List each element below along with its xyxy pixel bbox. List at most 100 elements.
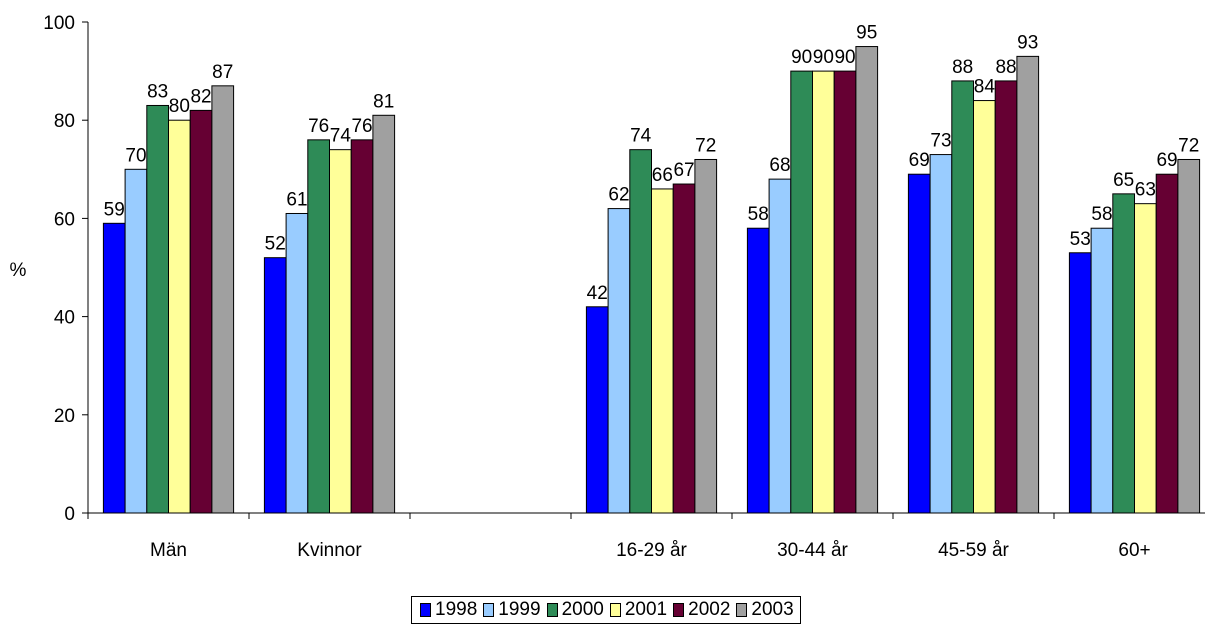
data-label: 70 (125, 145, 146, 166)
bar (694, 158, 718, 514)
data-label: 69 (909, 150, 930, 171)
bar (329, 149, 352, 514)
bar (855, 46, 879, 514)
data-label: 72 (695, 135, 716, 156)
bar (994, 80, 1018, 514)
y-tick-label: 40 (54, 308, 75, 329)
bar-chart: 0 20 40 60 80 100 Män Kvinnor 16-29 år 30-44 år 45… (10, 13, 1205, 561)
x-tick-label: 60+ (1118, 540, 1150, 561)
y-tick-label: 60 (54, 209, 75, 230)
data-label: 58 (748, 204, 769, 225)
data-label: 74 (630, 126, 652, 147)
legend-label: 2003 (751, 599, 794, 620)
bar (372, 114, 396, 514)
data-label: 66 (652, 165, 673, 186)
bar (833, 70, 857, 514)
legend-swatch (673, 603, 685, 617)
data-label: 82 (190, 86, 211, 107)
data-label: 59 (104, 199, 125, 220)
data-label: 63 (1135, 180, 1156, 201)
legend-swatch (736, 603, 748, 617)
bar (768, 178, 792, 514)
axes: 0 20 40 60 80 100 Män Kvinnor 16-29 år 30-44 år 45… (43, 13, 1205, 561)
x-tick-label: 45-59 år (938, 540, 1009, 561)
data-label: 81 (373, 91, 394, 112)
bar (746, 227, 770, 514)
legend-label: 2001 (624, 599, 668, 620)
data-label: 84 (974, 77, 996, 98)
x-tick-label: Män (150, 540, 187, 561)
y-tick-label: 100 (43, 13, 75, 34)
x-tick-label: Kvinnor (297, 540, 362, 561)
bar (973, 100, 996, 514)
bar (124, 168, 148, 514)
bar (812, 70, 835, 514)
bar (1155, 173, 1179, 514)
legend-item: 2001 (609, 599, 668, 621)
data-label: 65 (1113, 170, 1134, 191)
bar (651, 188, 674, 514)
data-label: 53 (1070, 229, 1091, 250)
y-tick-label: 20 (54, 406, 75, 427)
bar (189, 109, 213, 514)
y-tick-label: 80 (54, 111, 75, 132)
data-label: 93 (1017, 32, 1038, 53)
data-label: 52 (265, 234, 286, 255)
data-label: 68 (769, 155, 790, 176)
bar (263, 257, 287, 514)
bar (102, 222, 126, 514)
legend-label: 2002 (688, 599, 731, 620)
data-label: 72 (1178, 135, 1199, 156)
data-label: 76 (351, 116, 372, 137)
data-label: 61 (286, 189, 307, 210)
legend-item: 2002 (673, 599, 730, 621)
y-axis-title: % (10, 260, 27, 281)
data-label: 74 (330, 126, 352, 147)
bar (211, 85, 235, 514)
legend-label: 2000 (561, 599, 604, 620)
legend-label: 1999 (498, 599, 541, 620)
legend-item: 2003 (736, 599, 794, 621)
x-tick-label: 30-44 år (777, 540, 848, 561)
bar (1090, 227, 1114, 514)
bar (168, 119, 191, 514)
data-label: 90 (791, 47, 812, 68)
bar (629, 149, 652, 514)
data-label: 95 (856, 23, 877, 44)
bar (1112, 193, 1136, 514)
data-label: 88 (952, 57, 973, 78)
data-label: 42 (587, 283, 608, 304)
legend-item: 1998 (420, 599, 477, 621)
y-tick-label: 0 (64, 504, 75, 525)
data-label: 83 (147, 81, 168, 102)
data-label: 76 (308, 116, 329, 137)
bar (146, 104, 170, 514)
bar (607, 208, 631, 514)
legend-swatch (546, 603, 558, 617)
data-label: 87 (212, 62, 233, 83)
legend-swatch (483, 603, 495, 617)
data-label: 73 (930, 131, 951, 152)
bar (1177, 158, 1201, 514)
data-label: 62 (608, 185, 629, 206)
bar (672, 183, 696, 514)
bar (951, 80, 974, 514)
bar (585, 306, 609, 514)
bars (102, 46, 1201, 514)
x-tick-label: 16-29 år (616, 540, 687, 561)
data-label: 88 (995, 57, 1016, 78)
data-label: 90 (834, 47, 855, 68)
bar (307, 139, 330, 514)
data-label: 80 (169, 96, 190, 117)
bar (1068, 252, 1092, 514)
bar (285, 212, 309, 514)
bar (907, 173, 931, 514)
data-label: 58 (1091, 204, 1112, 225)
bar (929, 154, 953, 514)
data-label: 69 (1156, 150, 1177, 171)
legend-label: 1998 (435, 599, 478, 620)
data-label: 67 (673, 160, 694, 181)
bar (1134, 203, 1157, 514)
bar (790, 70, 813, 514)
